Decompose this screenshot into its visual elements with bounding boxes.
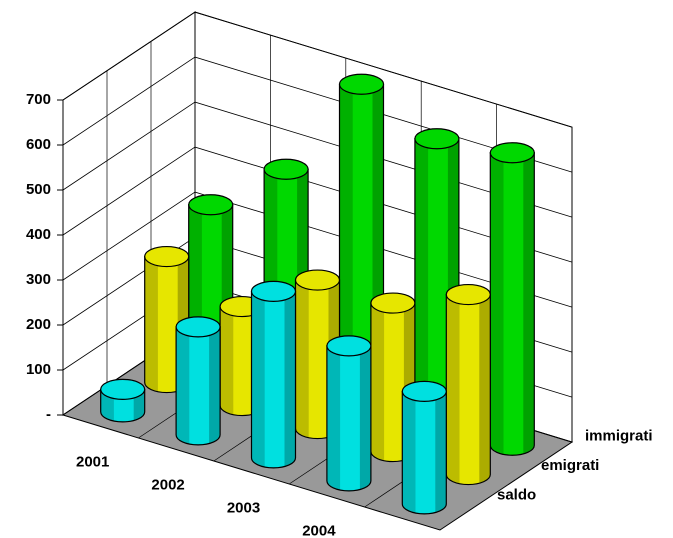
y-tick-label: 500 [26,181,51,198]
cylinder-shade [359,345,371,490]
cylinder-top [326,335,372,357]
y-tick-label: 400 [26,226,51,243]
cylinder [326,345,372,492]
y-tick-label: - [46,406,51,423]
cylinder-shade [490,152,504,455]
cylinder-top [188,194,234,216]
cylinder-shade [209,326,221,444]
x-tick-label: 2002 [151,476,184,493]
cylinder-top [175,316,221,338]
y-tick-label: 300 [26,271,51,288]
legend-label: saldo [497,486,536,503]
cylinder-top [294,269,341,291]
cylinder [175,326,221,446]
cylinder-top [263,158,309,180]
cylinder [489,152,535,456]
cylinder-top [401,380,447,402]
cylinder-shade [284,291,296,467]
cylinder-shade [251,291,265,467]
cylinder-shade [339,84,353,409]
cylinder-top [370,292,416,314]
y-tick-label: 700 [26,91,51,108]
cylinder-shade [176,326,190,444]
x-tick-label: 2004 [302,522,336,538]
cylinder-top [445,283,491,306]
y-tick-label: 600 [26,136,51,153]
x-tick-label: 2003 [227,499,260,516]
grid-line [62,11,573,128]
cylinder-shade [479,294,491,484]
legend-label: emigrati [541,457,599,474]
cylinder-top [414,128,460,150]
cylinder-shade [523,152,535,454]
cylinder-top [100,378,146,400]
cylinder-shade [402,391,416,513]
cylinder [445,293,491,486]
cylinder-shade [144,256,158,392]
cylinder-top [489,142,535,164]
cylinder-top [338,73,385,95]
y-tick-label: 200 [26,316,51,333]
cylinder [401,390,447,515]
cylinder-shade [414,138,429,432]
cylinder-shade [446,294,460,484]
y-tick-label: 100 [26,361,51,378]
cylinder-shade [295,280,309,438]
cylinder [250,290,297,469]
x-tick-label: 2001 [76,453,109,470]
cylinder-shade [435,391,447,513]
cylinder-top [250,280,297,302]
cylinder-top [144,245,190,268]
legend-label: immigrati [585,428,653,445]
cylinder-shade [370,303,385,461]
cylinder-shade [326,345,341,490]
cylinder-shade [220,306,234,415]
